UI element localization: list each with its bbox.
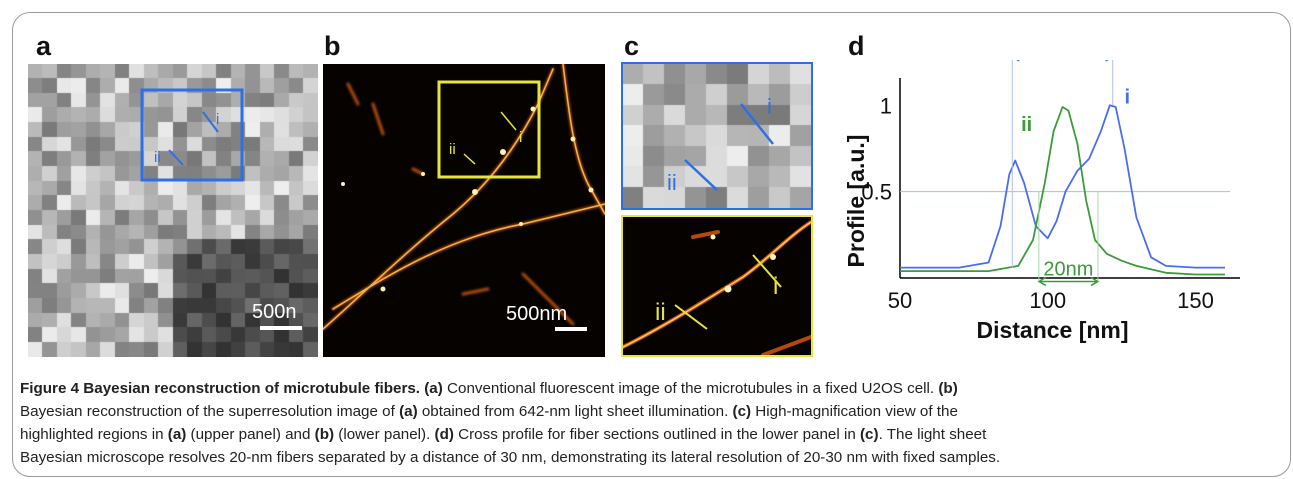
- label-a-i: i: [216, 111, 220, 128]
- label-b-i: i: [519, 129, 523, 146]
- highlight-box-b: [437, 80, 541, 179]
- panel-label-b: b: [324, 31, 341, 61]
- figure-caption: Figure 4 Bayesian reconstruction of micr…: [20, 377, 1282, 469]
- panel-label-c: c: [624, 31, 640, 61]
- conventional-image: [28, 64, 318, 357]
- label-c-bot-i: i: [773, 273, 779, 300]
- annotation-arrowhead-right: [1090, 276, 1100, 287]
- section-line-i: [202, 111, 219, 133]
- caption-ref-d: (d): [430, 426, 454, 443]
- x-tick-label: 100: [1029, 288, 1066, 313]
- caption-d-text1: Cross profile for fiber sections outline…: [453, 426, 856, 443]
- x-tick-label: 50: [888, 288, 912, 313]
- panel-a-overlay: [140, 88, 244, 182]
- section-line-b-ii: [463, 153, 476, 165]
- series-ii-line: [900, 106, 1225, 276]
- magnified-reconstruction: [623, 220, 811, 355]
- x-tick-label: 150: [1177, 288, 1214, 313]
- caption-ref-dc: (c): [855, 426, 879, 443]
- series-label-ii: ii: [1021, 114, 1032, 136]
- caption-ref-c: (c): [728, 403, 752, 420]
- panel-c-upper-overlay: [684, 103, 774, 191]
- caption-line-3: highlighted regions in (a) (upper panel)…: [20, 423, 1282, 446]
- caption-c-text4: (lower panel).: [334, 426, 431, 443]
- section-line-c-ii: [684, 159, 718, 191]
- section-line-c-lower-i: [752, 254, 782, 288]
- scale-text-a: 500n: [252, 301, 297, 323]
- caption-line-1: Figure 4 Bayesian reconstruction of micr…: [20, 377, 1282, 400]
- annotation-arrowhead-left: [1016, 60, 1020, 62]
- profile-chart: 50 100 150 0.5 1 Distance [nm] Profile [a.u.] i…: [843, 60, 1240, 343]
- scale-text-b: 500nm: [506, 303, 568, 325]
- caption-ref-b2: (a): [394, 403, 418, 420]
- caption-a-text: Conventional fluorescent image of the mi…: [442, 380, 935, 397]
- label-c-top-i: i: [767, 94, 772, 119]
- caption-ref-cb: (b): [310, 426, 335, 443]
- label-c-bot-ii: ii: [655, 299, 666, 326]
- x-axis-label: Distance [nm]: [976, 317, 1128, 343]
- caption-title: Bayesian reconstruction of microtubule f…: [79, 380, 421, 397]
- panel-a-image: i ii 500n: [28, 64, 318, 357]
- section-line-c-i: [740, 103, 774, 145]
- section-line-c-lower-ii: [674, 304, 708, 330]
- series-i-line: [900, 104, 1225, 269]
- section-line-ii: [168, 149, 184, 166]
- panel-label-d: d: [848, 31, 865, 61]
- figure-frame: [12, 12, 1291, 477]
- label-b-ii: ii: [449, 141, 456, 158]
- annotation-label: 20nm: [1043, 258, 1093, 280]
- label-c-top-ii: ii: [667, 170, 677, 195]
- caption-fig: Figure 4: [20, 380, 80, 397]
- caption-c-text1: High-magnification view of the: [751, 403, 958, 420]
- caption-ref-b: (b): [934, 380, 958, 397]
- caption-line-4: Bayesian microscope resolves 20-nm fiber…: [20, 449, 1001, 466]
- caption-b-text1: Bayesian reconstruction of the superreso…: [20, 403, 395, 420]
- panel-b-image: i ii 500nm: [323, 64, 605, 357]
- y-tick-label: 0.5: [861, 180, 892, 205]
- panel-c-lower: i ii: [621, 215, 813, 357]
- magnified-conventional: [623, 64, 811, 208]
- annotation-arrowhead-right: [1105, 60, 1109, 62]
- panel-c-upper: i ii: [621, 62, 813, 210]
- caption-ref-a: (a): [420, 380, 443, 397]
- caption-c-text3: (upper panel) and: [186, 426, 311, 443]
- caption-b-text2: obtained from 642-nm light sheet illumin…: [417, 403, 729, 420]
- y-axis-label: Profile [a.u.]: [843, 135, 869, 268]
- scale-bar-a: [260, 326, 302, 330]
- scale-bar-b: [555, 327, 587, 331]
- series-label-i: i: [1125, 86, 1131, 108]
- caption-d-text2: . The light sheet: [878, 426, 987, 443]
- section-line-b-i: [500, 111, 517, 131]
- highlight-box-a: [140, 88, 244, 182]
- label-a-ii: ii: [154, 149, 161, 166]
- caption-line-2: Bayesian reconstruction of the superreso…: [20, 400, 1282, 423]
- caption-ref-ca: (a): [163, 426, 187, 443]
- y-tick-label: 1: [880, 93, 892, 118]
- caption-c-text2: highlighted regions in: [20, 426, 164, 443]
- annotation-arrowhead-left: [1037, 276, 1047, 287]
- fiber-reconstruction: [323, 64, 605, 331]
- panel-label-a: a: [36, 31, 52, 61]
